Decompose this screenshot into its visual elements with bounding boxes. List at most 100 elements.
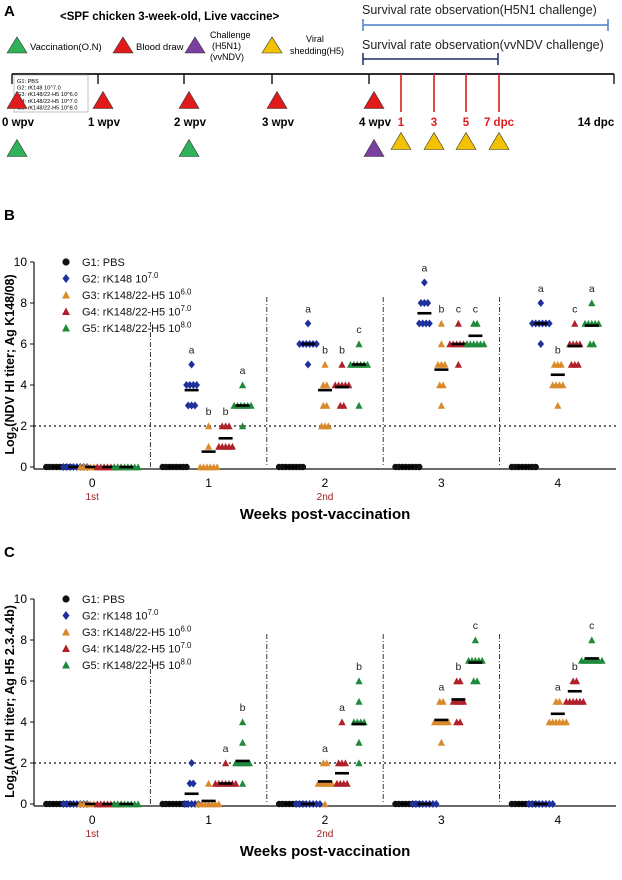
significance-letter: a [189,345,195,357]
data-point [341,759,349,767]
data-point [239,422,247,430]
legend-marker [62,291,70,299]
data-point [422,319,430,328]
x-tick-label: 1 [205,476,212,490]
significance-letter: a [538,283,544,295]
viral-shedding-marker [423,131,445,150]
week-label: 2 wpv [174,117,207,129]
data-point [559,381,567,389]
significance-letter: b [339,345,345,357]
data-point [183,463,190,471]
challenge-marker [363,138,385,157]
legend-viral-1: Viral [306,34,324,44]
legend-marker [62,611,70,620]
vaccination-marker [178,138,200,157]
data-point [426,319,433,328]
legend-vaccination: Vaccination(O.N) [30,42,102,53]
data-point [188,401,195,410]
significance-letter: b [322,345,328,357]
survival-h5n1-label: Survival rate observation(H5N1 challenge… [362,3,597,17]
x-tick-label: 4 [554,813,561,827]
y-tick-label: 2 [20,419,27,433]
data-point [473,319,481,327]
y-axis-label: Log2(AIV HI titer; Ag H5 2.3.4.4b) [3,605,20,798]
data-point [338,360,346,368]
legend-marker [62,661,70,669]
data-point [441,360,449,368]
data-point [313,340,320,348]
legend-label: G1: PBS [82,257,125,269]
y-tick-label: 10 [14,592,28,606]
data-point [439,381,447,389]
data-point [454,360,462,368]
legend-label: G4: rK148/22-H5 107.0 [82,641,192,655]
data-point [190,381,197,389]
data-point [416,319,423,328]
significance-letter: a [589,283,595,295]
significance-letter: b [438,304,444,316]
significance-letter: a [305,304,311,316]
significance-letter: a [555,682,561,694]
data-point [323,401,331,409]
data-point [184,800,192,808]
data-point [588,299,596,307]
legend-label: G3: rK148/22-H5 106.0 [82,288,192,302]
legend-marker [62,307,70,315]
chart-legend: G1: PBS G2: rK148 107.0 G3: rK148/22-H5 10… [62,594,192,672]
data-point [355,738,363,746]
data-point [598,656,606,664]
significance-letter: b [206,406,212,418]
dpc-label: 7 dpc [484,117,515,129]
blood-draw-marker [92,90,114,109]
viral-shedding-marker [455,131,477,150]
y-tick-label: 0 [20,460,27,474]
data-point [183,381,190,389]
data-point [134,463,142,471]
significance-letter: a [339,702,345,714]
group-list-item: G2: rK148 10^7.0 [17,86,61,92]
legend-label: G2: rK148 107.0 [82,608,159,622]
data-point [328,779,336,787]
data-point [215,800,223,808]
data-point [574,360,582,368]
data-point [343,779,351,787]
significance-letter: c [572,304,577,316]
data-point [304,360,312,369]
x-tick-label: 1 [205,813,212,827]
legend-viral-2: shedding(H5) [290,46,344,56]
y-tick-label: 6 [20,674,27,688]
data-point [63,800,70,808]
data-point [437,401,445,409]
data-point [190,779,197,788]
data-point [188,360,195,369]
significance-letter: b [572,661,578,673]
data-point [525,800,533,808]
data-point [363,360,372,368]
data-point [554,401,562,409]
legend-challenge-3: (vvNDV) [210,52,244,62]
survival-vvndv-label: Survival rate observation(vvNDV challeng… [362,38,604,52]
data-point [480,340,488,348]
data-point [188,759,195,767]
blood-draw-marker [266,90,288,109]
legend-label: G1: PBS [82,594,125,606]
group-list-item: G5: rK148/22-H5 10^8.0 [17,105,77,111]
blood-draw-marker [178,90,200,109]
legend-label: G4: rK148/22-H5 107.0 [82,304,192,318]
data-point [188,800,195,808]
data-point [228,442,236,450]
data-point [429,800,437,808]
y-tick-label: 4 [20,715,27,729]
legend-blood-draw: Blood draw [136,42,184,53]
survival-h5n1-bracket: Survival rate observation(H5N1 challenge… [362,3,609,31]
x-tick-sublabel: 1st [86,492,100,503]
data-point [459,697,468,705]
x-tick-label: 2 [322,476,329,490]
panel-b-label: B [4,207,15,224]
data-point [355,401,363,409]
data-point [355,759,363,767]
data-point [437,319,445,327]
